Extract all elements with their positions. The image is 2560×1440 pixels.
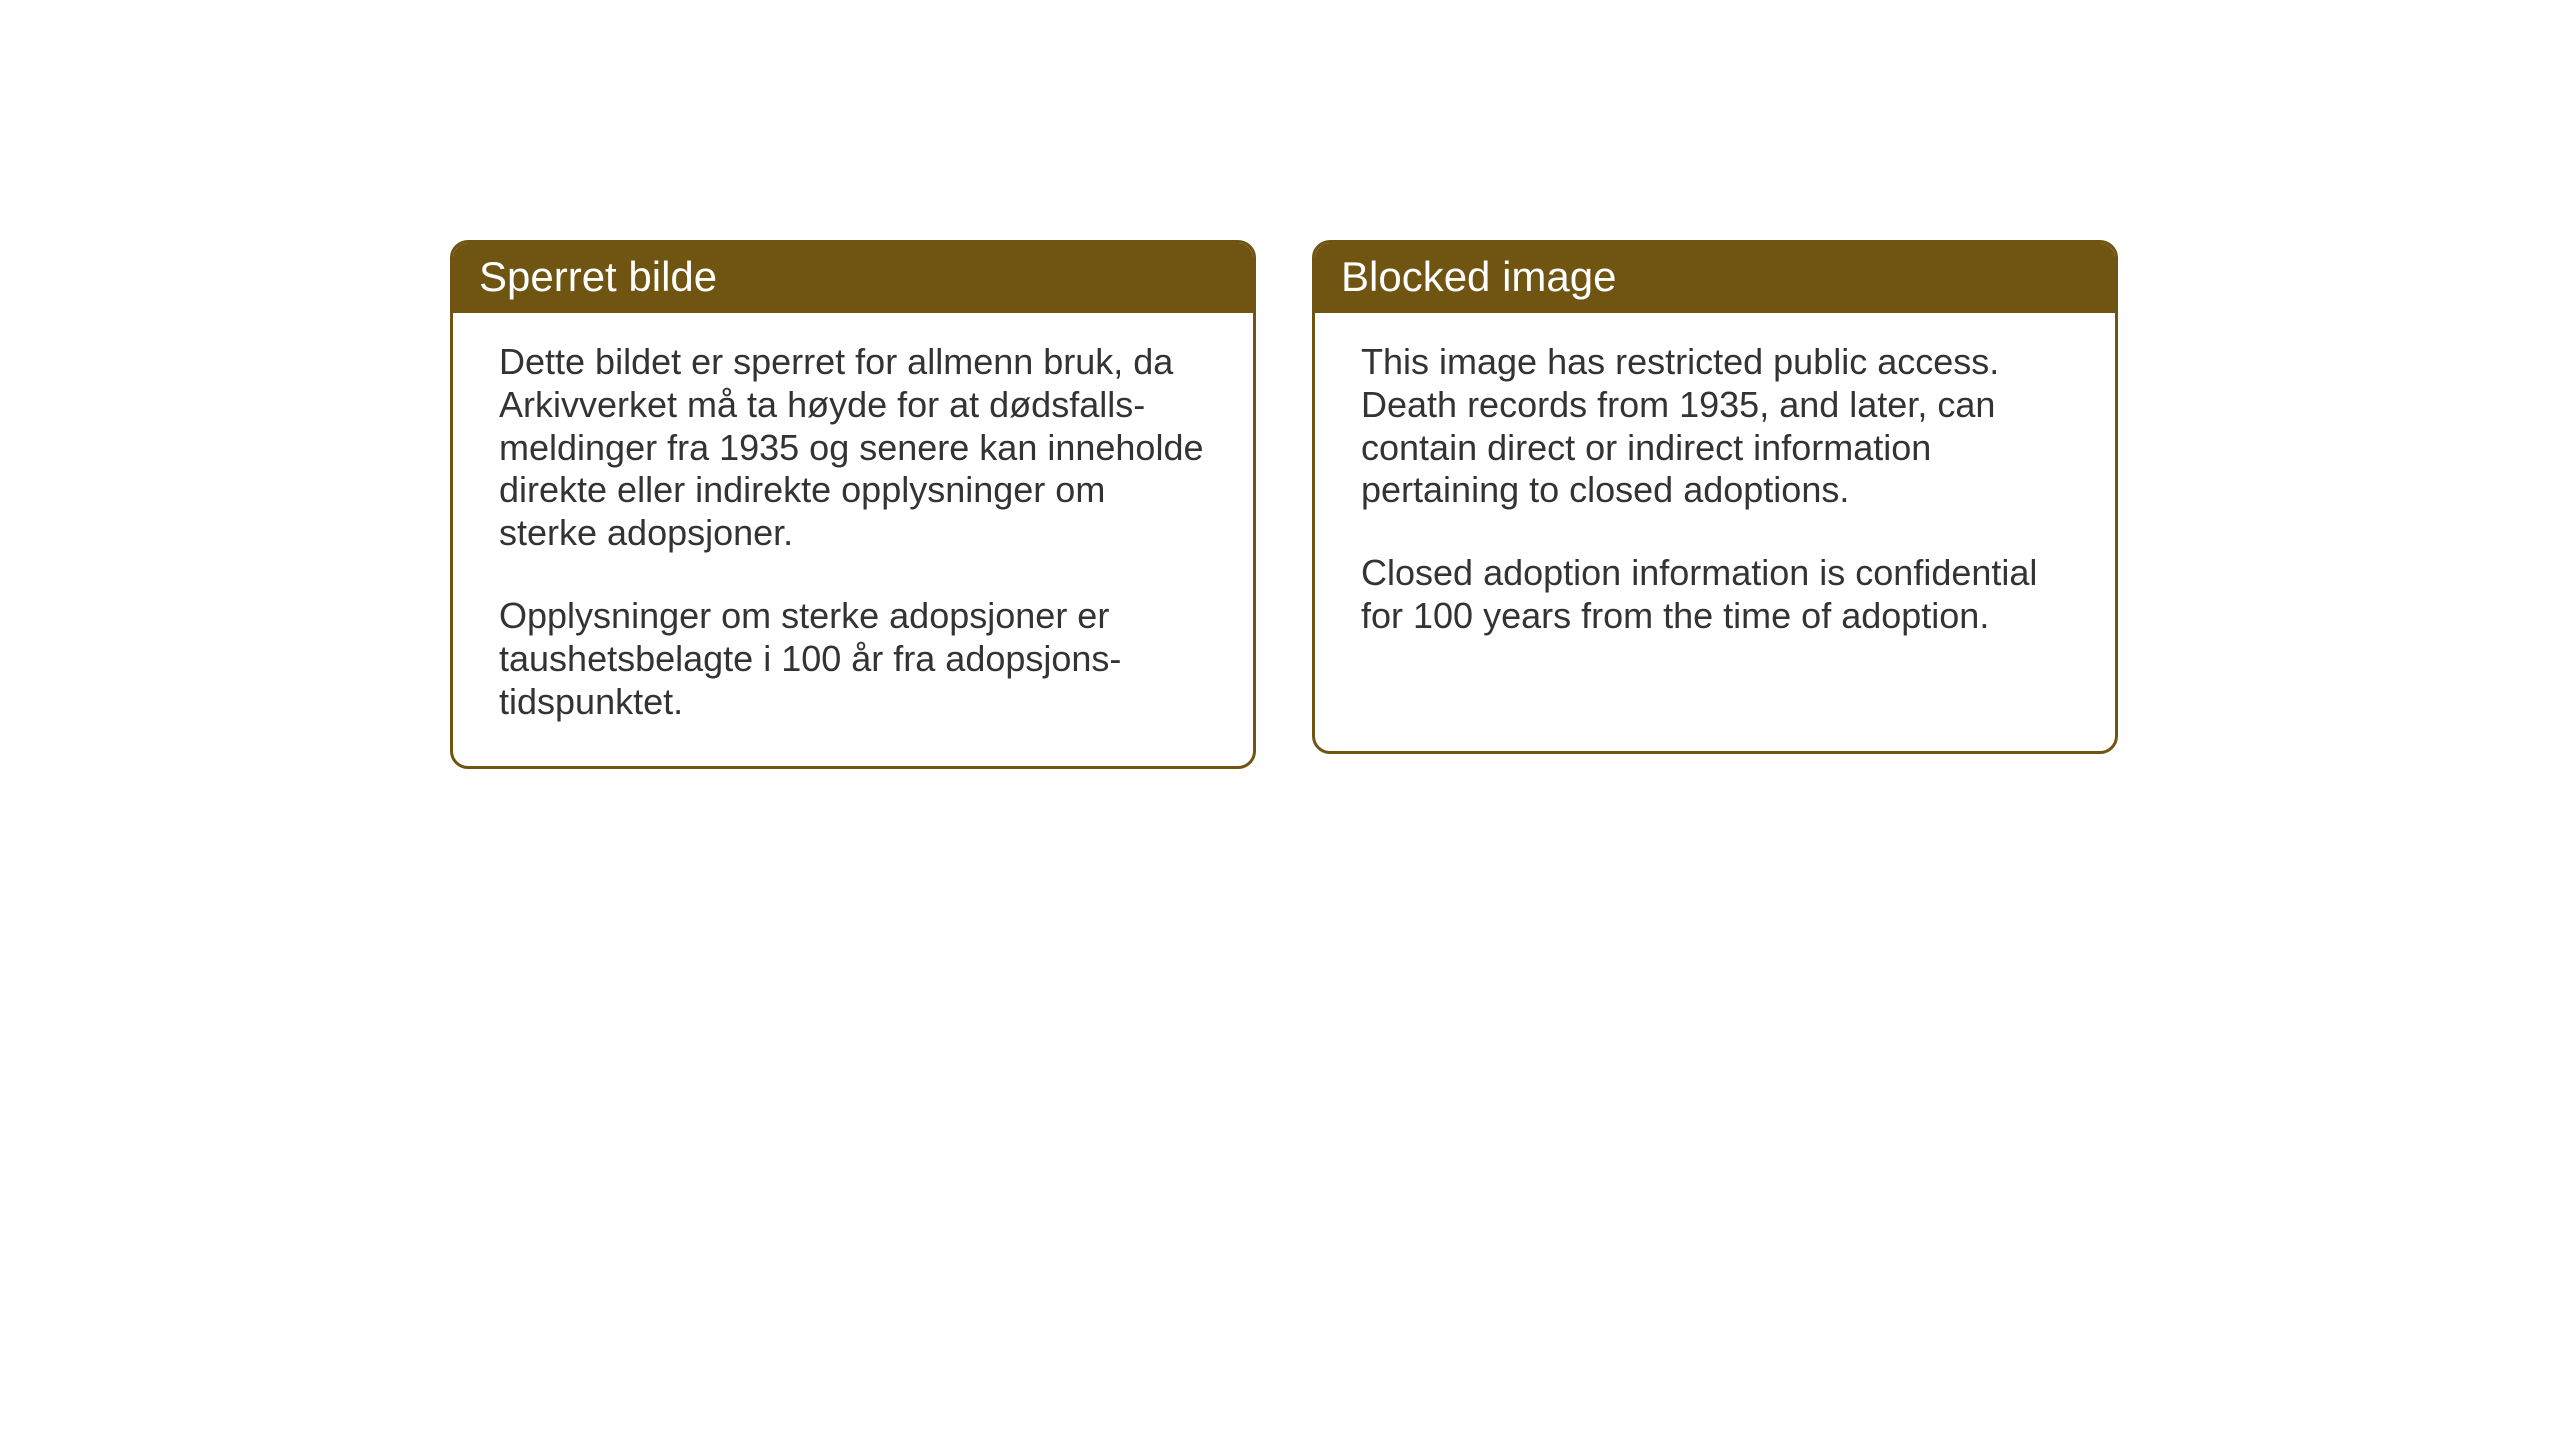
card-header-english: Blocked image [1315,243,2115,313]
paragraph-text: Dette bildet er sperret for allmenn bruk… [499,341,1213,555]
notice-card-norwegian: Sperret bilde Dette bildet er sperret fo… [450,240,1256,769]
card-title: Blocked image [1341,253,1616,300]
notice-container: Sperret bilde Dette bildet er sperret fo… [450,240,2118,769]
card-body-english: This image has restricted public access.… [1315,313,2115,680]
card-body-norwegian: Dette bildet er sperret for allmenn bruk… [453,313,1253,766]
paragraph-text: Closed adoption information is confident… [1361,552,2075,638]
card-title: Sperret bilde [479,253,717,300]
paragraph-text: Opplysninger om sterke adopsjoner er tau… [499,595,1213,723]
card-header-norwegian: Sperret bilde [453,243,1253,313]
notice-card-english: Blocked image This image has restricted … [1312,240,2118,754]
paragraph-text: This image has restricted public access.… [1361,341,2075,512]
